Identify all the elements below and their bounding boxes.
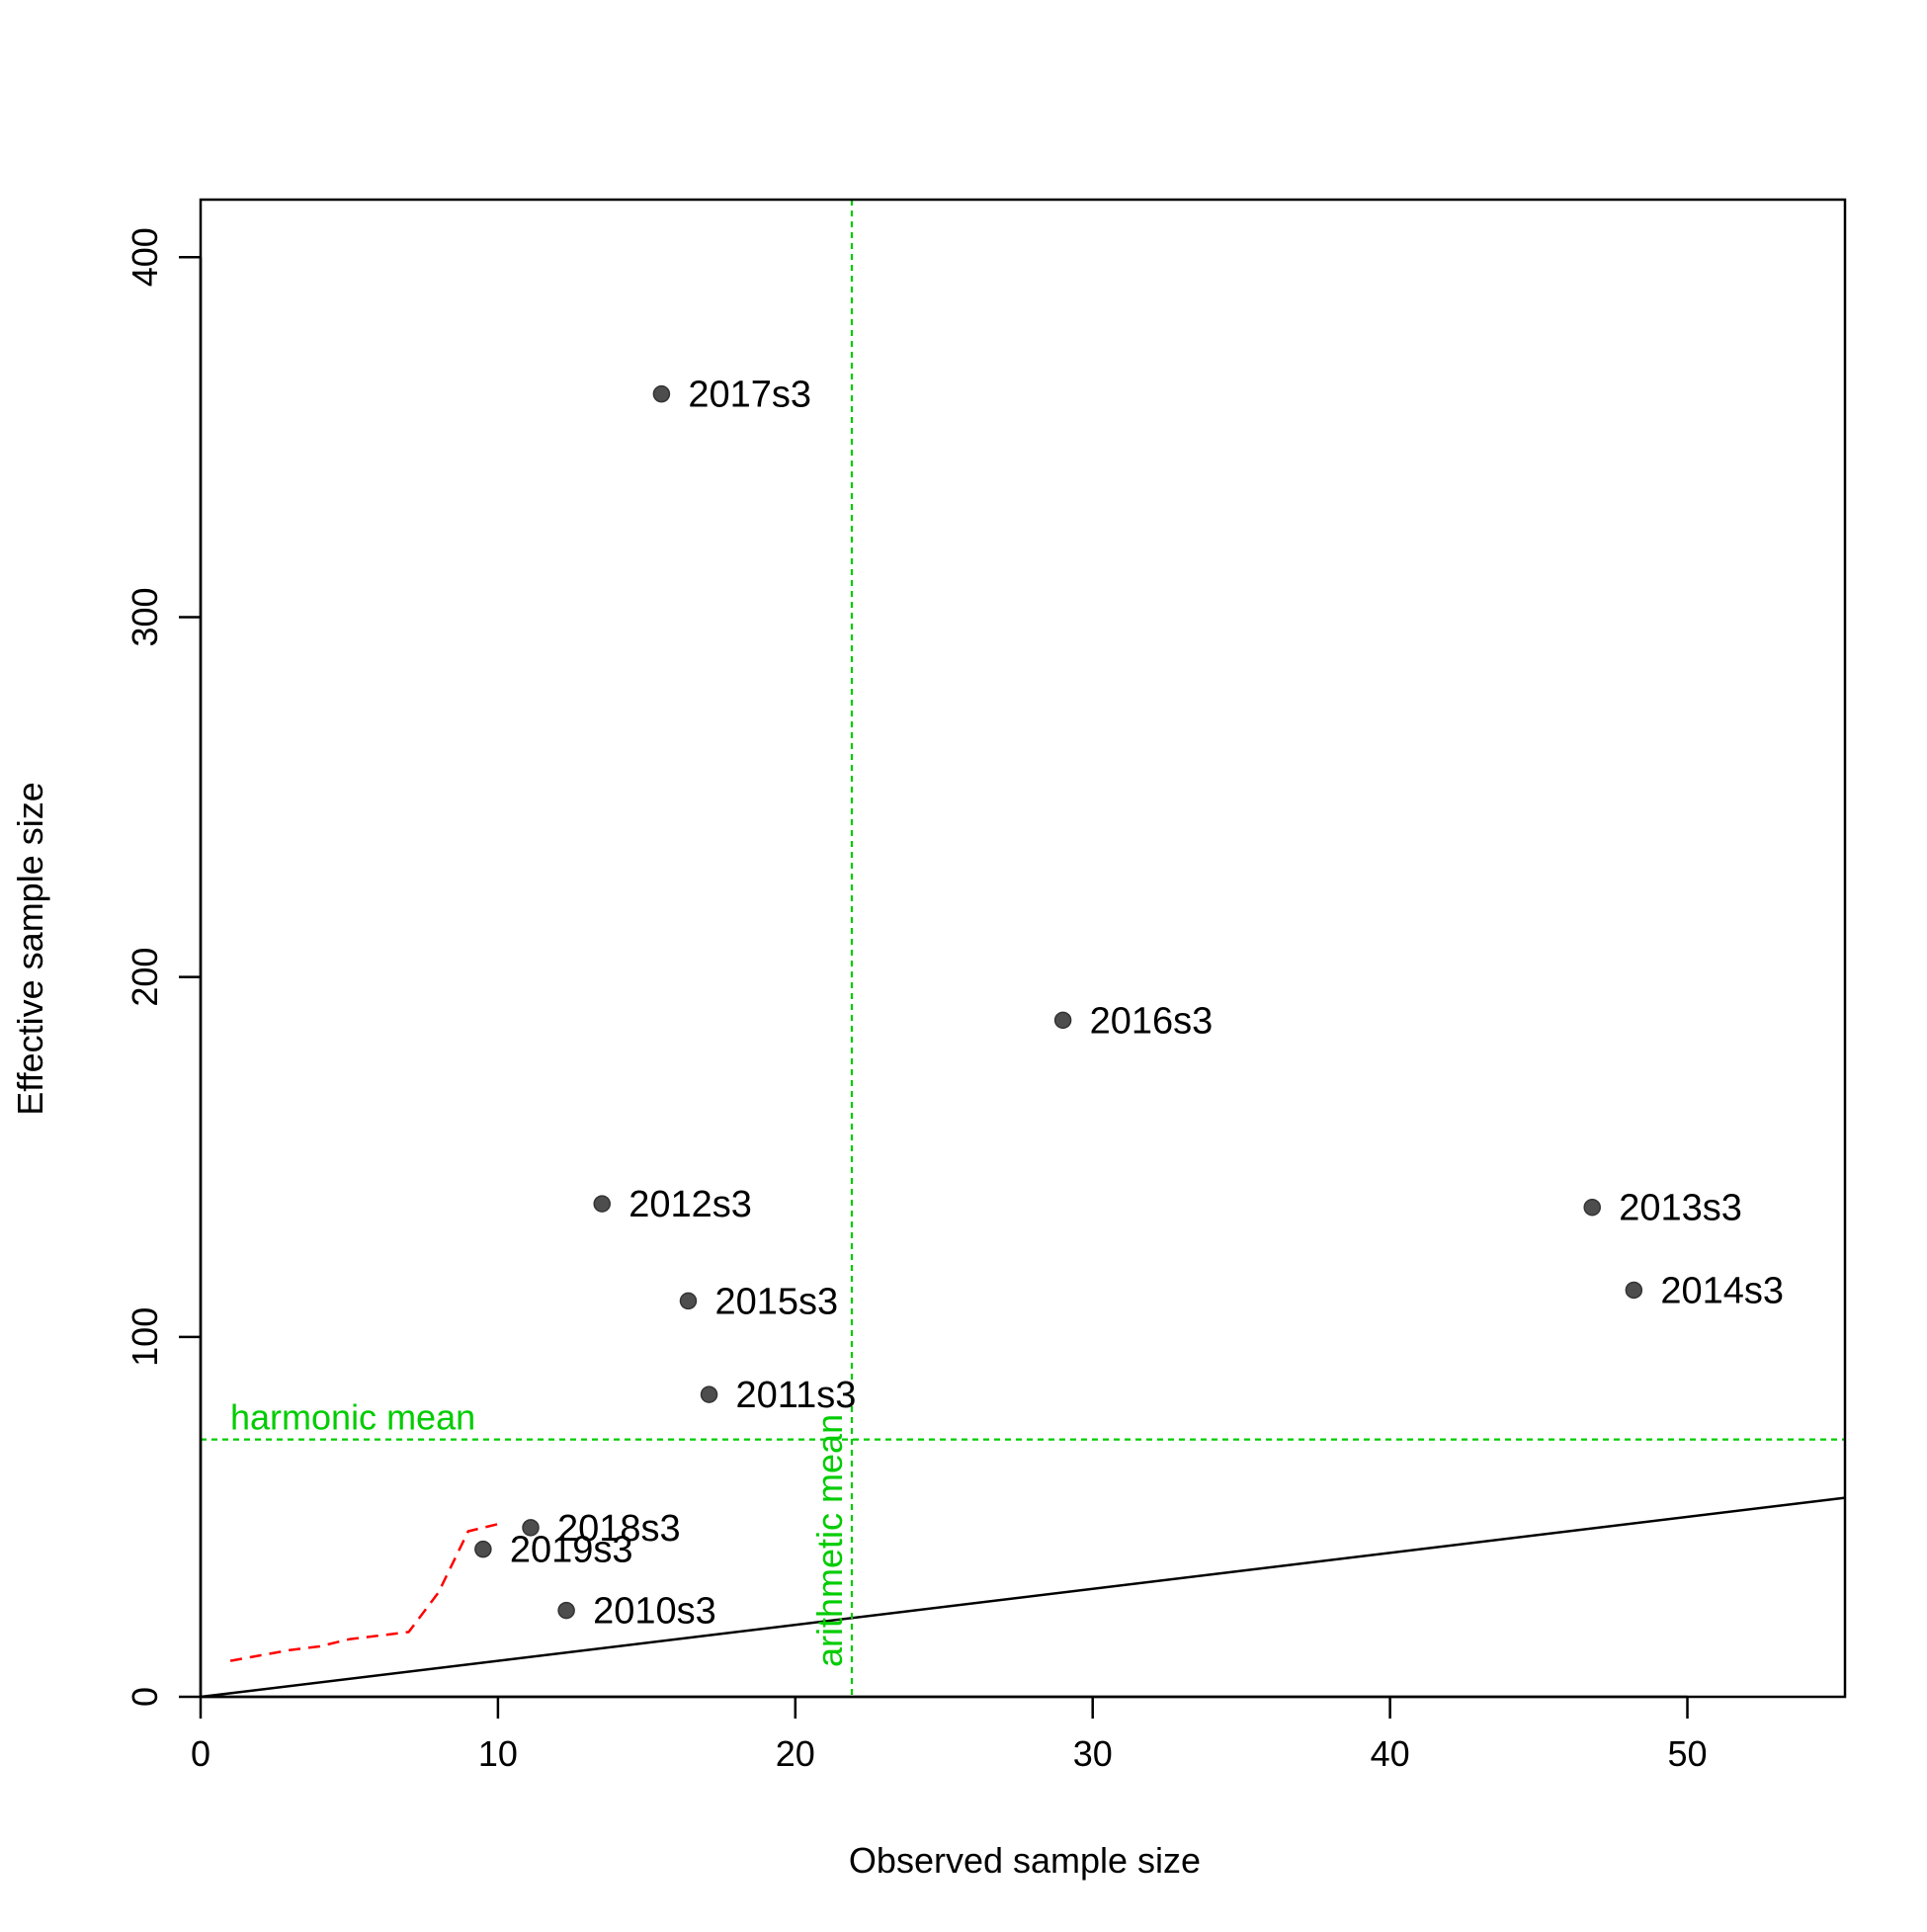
data-point: [593, 1195, 611, 1213]
point-label: 2015s3: [714, 1281, 838, 1322]
x-axis-title: Observed sample size: [849, 1840, 1201, 1881]
y-tick-label: 0: [125, 1687, 165, 1707]
data-point: [557, 1601, 575, 1620]
x-tick-label: 40: [1371, 1733, 1410, 1774]
y-tick-label: 200: [125, 948, 165, 1007]
data-point: [1053, 1011, 1072, 1030]
data-point: [1625, 1281, 1643, 1300]
point-label: 2014s3: [1660, 1270, 1784, 1311]
point-label: 2016s3: [1090, 1000, 1214, 1042]
data-point: [522, 1519, 540, 1537]
x-tick-label: 30: [1073, 1733, 1113, 1774]
point-label: 2012s3: [628, 1184, 752, 1225]
point-label: 2010s3: [593, 1591, 716, 1633]
points-layer: 2010s3 2011s3 2012s3 2013s3 2014s3 2015s3 2016…: [474, 375, 1784, 1633]
point-label: 2017s3: [688, 375, 811, 416]
smoother-line: [229, 1522, 499, 1662]
point-label: 2011s3: [736, 1375, 857, 1416]
point-label: 2013s3: [1619, 1188, 1742, 1229]
reference-lines-layer: harmonic mean arithmetic mean: [201, 200, 1845, 1697]
y-tick-label: 100: [125, 1307, 165, 1367]
data-point: [679, 1292, 698, 1310]
point-label: 2018s3: [557, 1508, 681, 1550]
data-point: [652, 384, 671, 403]
y-tick-label: 400: [125, 227, 165, 287]
x-tick-label: 0: [191, 1733, 210, 1774]
x-tick-label: 10: [478, 1733, 518, 1774]
arithmetic-mean-label: arithmetic mean: [809, 1414, 850, 1667]
data-point: [1583, 1198, 1601, 1217]
axes-layer: 0 10 20 30 40 50 0 100 200 300 400: [125, 198, 1847, 1774]
data-point: [700, 1386, 718, 1403]
x-tick-label: 20: [776, 1733, 815, 1774]
plot-frame: [199, 198, 1847, 1699]
x-tick-label: 50: [1667, 1733, 1707, 1774]
one-to-one-line: [201, 1496, 1845, 1697]
y-tick-label: 300: [125, 587, 165, 646]
data-point: [474, 1540, 492, 1558]
point-label: 2019s3: [510, 1530, 633, 1571]
harmonic-mean-label: harmonic mean: [230, 1397, 475, 1438]
y-axis-title: Effective sample size: [10, 782, 50, 1115]
